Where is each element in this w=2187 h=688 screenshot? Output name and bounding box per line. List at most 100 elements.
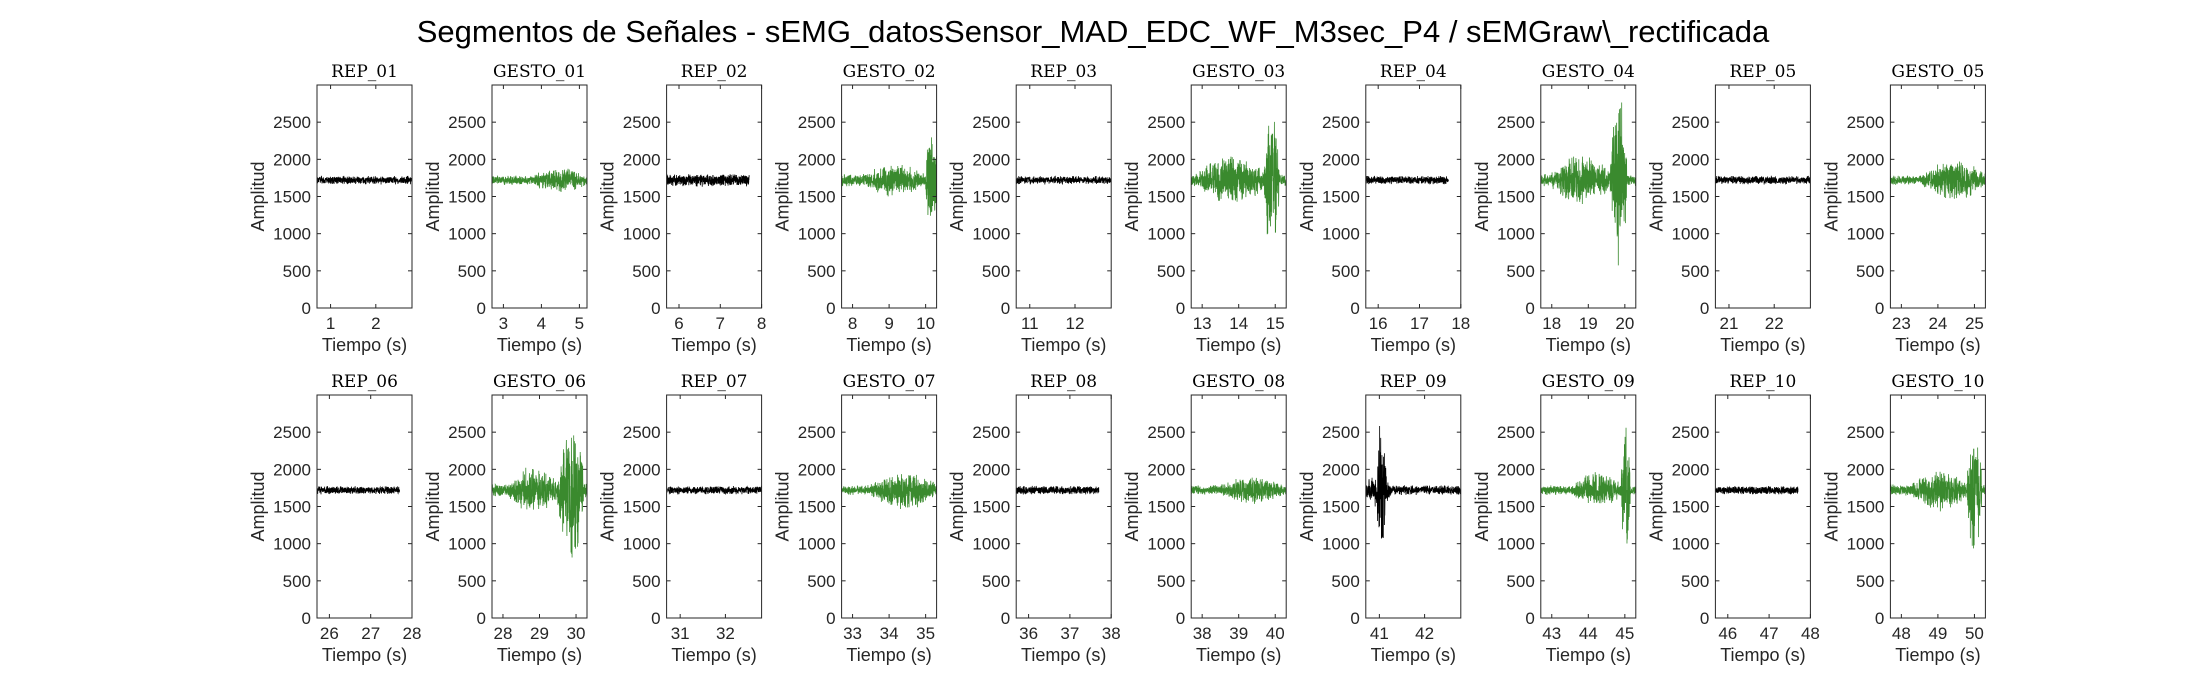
x-axis-label: Tiempo (s) <box>1546 645 1631 665</box>
y-tick-label: 2000 <box>448 460 486 479</box>
axes-frame <box>841 84 938 309</box>
x-tick-label: 13 <box>1193 314 1212 333</box>
y-axis-label: Amplitud <box>1821 471 1841 541</box>
y-tick-label: 2000 <box>798 150 836 169</box>
x-axis-label: Tiempo (s) <box>1021 335 1106 355</box>
x-tick-label: 6 <box>674 314 683 333</box>
y-tick-label: 2500 <box>1672 113 1710 132</box>
y-tick-label: 2000 <box>273 150 311 169</box>
subplot-title: REP_01 <box>331 62 398 82</box>
y-tick-label: 0 <box>1875 609 1884 628</box>
y-tick-label: 0 <box>1350 299 1359 318</box>
subplot-title: GESTO_09 <box>1542 372 1635 392</box>
axes-frame <box>666 394 763 619</box>
y-tick-label: 1000 <box>273 535 311 554</box>
y-tick-label: 2000 <box>1497 150 1535 169</box>
y-tick-label: 1500 <box>273 188 311 207</box>
subplot-title: GESTO_02 <box>843 62 936 82</box>
y-axis-label: Amplitud <box>1297 161 1317 231</box>
y-axis-label: Amplitud <box>1472 471 1492 541</box>
y-tick-label: 500 <box>1331 572 1359 591</box>
y-tick-label: 2000 <box>1322 150 1360 169</box>
y-tick-label: 1500 <box>1147 498 1185 517</box>
subplot-gesto-02: 0 500 1000 1500 2000 2500 8 9 10 GESTO_02 Tiempo (… <box>773 62 938 355</box>
y-tick-label: 0 <box>1001 609 1010 628</box>
x-axis-label: Tiempo (s) <box>1371 645 1456 665</box>
y-tick-label: 500 <box>1157 262 1185 281</box>
subplot-gesto-09: 0 500 1000 1500 2000 2500 43 44 45 GESTO_09 Tiempo… <box>1472 372 1637 665</box>
x-tick-label: 12 <box>1066 314 1085 333</box>
x-tick-label: 15 <box>1266 314 1285 333</box>
signal-line <box>1191 477 1287 504</box>
y-tick-label: 2500 <box>1147 113 1185 132</box>
y-tick-label: 500 <box>807 572 835 591</box>
y-tick-label: 500 <box>632 572 660 591</box>
y-tick-label: 1000 <box>1672 225 1710 244</box>
subplot-title: GESTO_04 <box>1542 62 1635 82</box>
y-tick-label: 1500 <box>798 498 836 517</box>
subplot-rep-02: 0 500 1000 1500 2000 2500 6 7 8 REP_02 Tiempo (s) A… <box>598 62 767 355</box>
y-tick-label: 2000 <box>1147 150 1185 169</box>
y-tick-label: 1500 <box>273 498 311 517</box>
y-tick-label: 500 <box>1856 262 1884 281</box>
x-axis-label: Tiempo (s) <box>322 335 407 355</box>
y-axis-label: Amplitud <box>423 161 443 231</box>
y-axis-label: Amplitud <box>1821 161 1841 231</box>
y-tick-label: 2500 <box>273 113 311 132</box>
y-axis-label: Amplitud <box>1122 471 1142 541</box>
y-axis-label: Amplitud <box>947 471 967 541</box>
y-tick-label: 2500 <box>972 423 1010 442</box>
y-tick-label: 2500 <box>448 113 486 132</box>
axes-frame <box>316 84 413 309</box>
y-tick-label: 1000 <box>1672 535 1710 554</box>
y-tick-label: 1000 <box>623 225 661 244</box>
x-tick-label: 43 <box>1542 624 1561 643</box>
y-tick-label: 2500 <box>1847 113 1885 132</box>
y-tick-label: 2000 <box>448 150 486 169</box>
signal-line <box>841 137 937 216</box>
x-axis-label: Tiempo (s) <box>1720 645 1805 665</box>
x-tick-label: 23 <box>1892 314 1911 333</box>
x-tick-label: 48 <box>1801 624 1820 643</box>
y-tick-label: 1500 <box>1497 498 1535 517</box>
y-tick-label: 1000 <box>1147 225 1185 244</box>
y-tick-label: 1000 <box>623 535 661 554</box>
y-tick-label: 500 <box>982 572 1010 591</box>
subplot-gesto-03: 0 500 1000 1500 2000 2500 13 14 15 GESTO_03 Tiempo… <box>1122 62 1287 355</box>
x-tick-label: 7 <box>716 314 725 333</box>
y-tick-label: 1500 <box>1322 188 1360 207</box>
y-tick-label: 1500 <box>448 498 486 517</box>
y-tick-label: 500 <box>283 572 311 591</box>
subplot-title: GESTO_06 <box>493 372 586 392</box>
axes-frame <box>666 84 763 309</box>
y-tick-label: 1000 <box>1847 225 1885 244</box>
y-tick-label: 0 <box>1525 299 1534 318</box>
x-tick-label: 11 <box>1021 314 1039 333</box>
subplot-rep-06: 0 500 1000 1500 2000 2500 26 27 28 REP_06 Tiempo (… <box>248 372 421 665</box>
axes-frame <box>1714 84 1811 309</box>
x-axis-label: Tiempo (s) <box>846 335 931 355</box>
y-tick-label: 2000 <box>798 460 836 479</box>
y-tick-label: 0 <box>1176 299 1185 318</box>
x-tick-label: 28 <box>403 624 422 643</box>
subplot-gesto-07: 0 500 1000 1500 2000 2500 33 34 35 GESTO_07 Tiempo… <box>773 372 938 665</box>
y-tick-label: 1000 <box>448 225 486 244</box>
x-tick-label: 2 <box>371 314 380 333</box>
subplot-title: REP_06 <box>331 372 398 392</box>
y-tick-label: 0 <box>826 609 835 628</box>
subplot-title: REP_03 <box>1030 62 1097 82</box>
y-tick-label: 1000 <box>972 535 1010 554</box>
y-tick-label: 500 <box>283 262 311 281</box>
x-tick-label: 25 <box>1965 314 1984 333</box>
axes-frame <box>1365 84 1462 309</box>
y-tick-label: 0 <box>302 609 311 628</box>
y-axis-label: Amplitud <box>1646 161 1666 231</box>
signal-line <box>492 435 587 558</box>
x-tick-label: 8 <box>757 314 766 333</box>
y-tick-label: 1000 <box>1847 535 1885 554</box>
x-tick-label: 19 <box>1579 314 1598 333</box>
y-tick-label: 2500 <box>972 113 1010 132</box>
y-tick-label: 0 <box>1875 299 1884 318</box>
y-tick-label: 2500 <box>623 423 661 442</box>
